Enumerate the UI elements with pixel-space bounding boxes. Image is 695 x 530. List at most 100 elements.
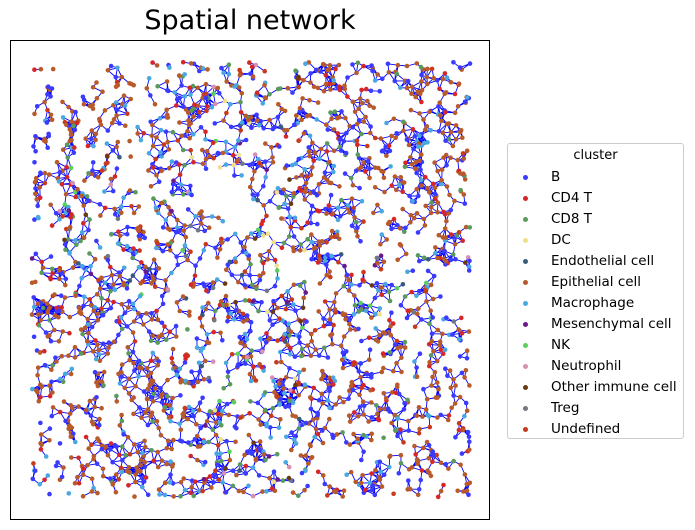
cell-point xyxy=(333,66,338,72)
cell-point xyxy=(236,488,242,494)
cell-point xyxy=(299,225,304,231)
cell-point xyxy=(187,309,192,315)
cell-point xyxy=(130,273,136,278)
cell-point xyxy=(130,349,136,355)
cell-point xyxy=(219,423,224,428)
legend-title: cluster xyxy=(573,148,618,163)
cell-point xyxy=(214,277,220,282)
cell-point xyxy=(80,331,85,337)
cell-point xyxy=(59,474,65,480)
cell-point xyxy=(419,317,424,322)
cell-point xyxy=(164,445,170,451)
cell-point xyxy=(37,195,43,200)
cell-point xyxy=(114,444,119,449)
cell-point xyxy=(124,286,130,291)
cell-point xyxy=(254,112,259,118)
cell-point xyxy=(169,208,174,214)
cell-point xyxy=(350,209,356,214)
cell-point xyxy=(464,348,470,354)
cell-point xyxy=(169,270,174,276)
cell-point xyxy=(298,319,303,324)
cell-point xyxy=(130,301,136,307)
cell-point xyxy=(286,403,292,409)
cell-point xyxy=(279,190,285,196)
cell-point xyxy=(462,375,467,380)
cell-point xyxy=(340,350,346,356)
cell-point xyxy=(64,226,69,232)
cell-point xyxy=(257,123,262,128)
cell-point xyxy=(333,291,339,296)
cell-point xyxy=(431,75,437,81)
cell-point xyxy=(271,298,276,304)
cell-point xyxy=(155,449,160,455)
cell-point xyxy=(168,418,173,424)
cell-point xyxy=(232,144,238,150)
cell-point xyxy=(417,111,422,116)
cell-point xyxy=(403,160,408,166)
cell-point xyxy=(123,452,128,458)
cell-point xyxy=(163,278,168,283)
cell-point xyxy=(465,95,470,100)
cell-point xyxy=(117,154,122,160)
cell-point xyxy=(120,444,125,449)
cell-point xyxy=(118,465,124,471)
cell-point xyxy=(90,85,96,90)
cell-point xyxy=(327,307,333,312)
cell-point xyxy=(94,395,99,400)
cell-point xyxy=(46,133,52,139)
cell-point xyxy=(348,327,353,332)
cell-point xyxy=(91,143,96,149)
cell-point xyxy=(260,101,266,106)
cell-point xyxy=(314,193,320,198)
cell-point xyxy=(316,309,322,314)
cell-point xyxy=(236,85,242,90)
cell-point xyxy=(360,473,365,478)
cell-point xyxy=(149,317,155,322)
cell-point xyxy=(178,494,183,499)
cell-point xyxy=(74,120,80,126)
cell-point xyxy=(273,384,278,389)
cell-point xyxy=(188,453,193,459)
cell-point xyxy=(108,441,114,446)
cell-point xyxy=(146,329,152,334)
cell-point xyxy=(32,179,38,185)
cell-point xyxy=(272,283,278,289)
cell-point xyxy=(284,163,290,168)
cell-point xyxy=(362,487,368,493)
cell-point xyxy=(233,231,238,237)
cell-point xyxy=(401,128,406,133)
cell-point xyxy=(250,161,255,167)
cell-point xyxy=(119,74,125,80)
cell-point xyxy=(306,149,312,154)
cell-point xyxy=(168,472,173,478)
cell-point xyxy=(414,211,420,216)
cell-point xyxy=(461,192,467,197)
cell-point xyxy=(315,469,321,475)
cell-point xyxy=(368,88,374,94)
cell-point xyxy=(308,71,313,76)
cell-point xyxy=(263,457,268,463)
cell-point xyxy=(347,442,353,447)
cell-point xyxy=(267,425,273,430)
cell-point xyxy=(372,492,378,498)
cell-point xyxy=(98,122,104,127)
cell-point xyxy=(339,357,345,363)
cell-point xyxy=(48,94,53,99)
cell-point xyxy=(394,286,400,291)
cell-point xyxy=(320,440,326,446)
cell-point xyxy=(152,101,158,107)
cell-point xyxy=(331,78,336,83)
cell-point xyxy=(139,260,144,265)
cell-point xyxy=(60,115,66,120)
cell-point xyxy=(374,281,380,286)
cell-point xyxy=(131,319,137,324)
cell-point xyxy=(114,166,120,171)
cell-point xyxy=(305,343,310,348)
cell-point xyxy=(127,278,133,283)
cell-point xyxy=(154,135,159,140)
cell-point xyxy=(346,396,351,402)
cell-point xyxy=(83,434,89,440)
cell-point xyxy=(439,118,444,124)
cell-point xyxy=(265,257,271,262)
cell-point xyxy=(61,465,66,470)
